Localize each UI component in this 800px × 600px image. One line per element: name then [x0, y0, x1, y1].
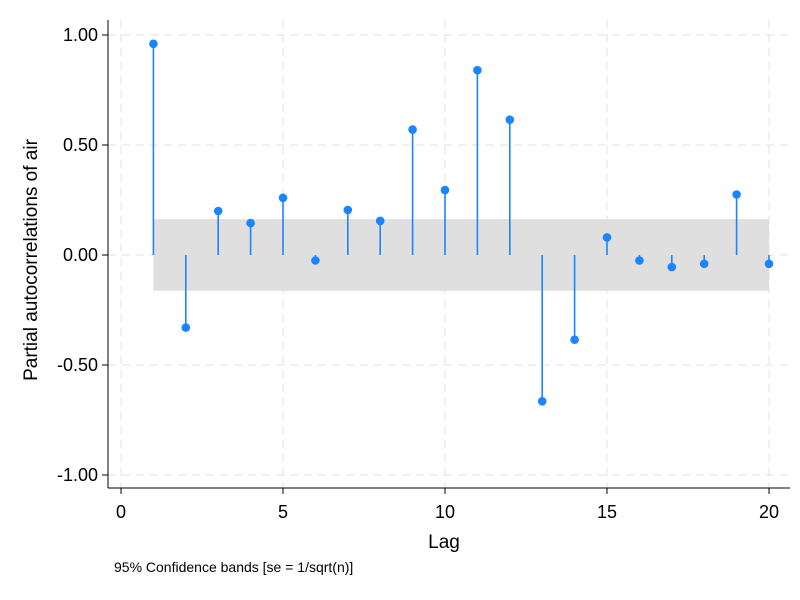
pacf-point — [375, 216, 385, 226]
pacf-point — [505, 115, 515, 124]
pacf-point — [537, 397, 547, 406]
pacf-point — [732, 190, 741, 199]
pacf-point — [602, 233, 612, 242]
pacf-point — [667, 262, 677, 272]
confidence-band-note: 95% Confidence bands [se = 1/sqrt(n)] — [114, 559, 353, 575]
y-tick-label: 0.00 — [63, 245, 98, 265]
x-tick-label: 15 — [597, 502, 617, 522]
pacf-point — [764, 259, 774, 269]
pacf-point — [213, 206, 223, 216]
pacf-point — [343, 205, 353, 215]
pacf-point — [408, 125, 417, 134]
pacf-point — [473, 65, 482, 75]
pacf-point — [699, 259, 709, 269]
y-axis-ticks: 1.00 0.50 0.00 -0.50 -1.00 — [57, 25, 108, 485]
pacf-point — [181, 323, 191, 332]
pacf-point — [246, 218, 255, 228]
x-axis-ticks: 0 5 10 15 20 — [116, 488, 779, 522]
y-tick-label: 1.00 — [63, 25, 98, 45]
pacf-point — [440, 185, 450, 195]
pacf-point — [311, 256, 320, 265]
x-tick-label: 0 — [116, 502, 126, 522]
pacf-point — [570, 335, 579, 345]
confidence-band — [153, 219, 769, 291]
x-axis-title: Lag — [428, 532, 460, 553]
y-tick-label: -0.50 — [57, 355, 98, 375]
x-tick-label: 5 — [278, 502, 288, 522]
x-tick-label: 20 — [759, 502, 779, 522]
y-tick-label: -1.00 — [57, 465, 98, 485]
y-axis-title: Partial autocorrelations of air — [21, 138, 42, 381]
y-tick-label: 0.50 — [63, 135, 98, 155]
pacf-point — [149, 39, 158, 49]
x-tick-label: 10 — [435, 502, 455, 522]
pacf-points — [149, 39, 774, 406]
pacf-point — [278, 193, 288, 203]
pacf-point — [635, 256, 644, 265]
